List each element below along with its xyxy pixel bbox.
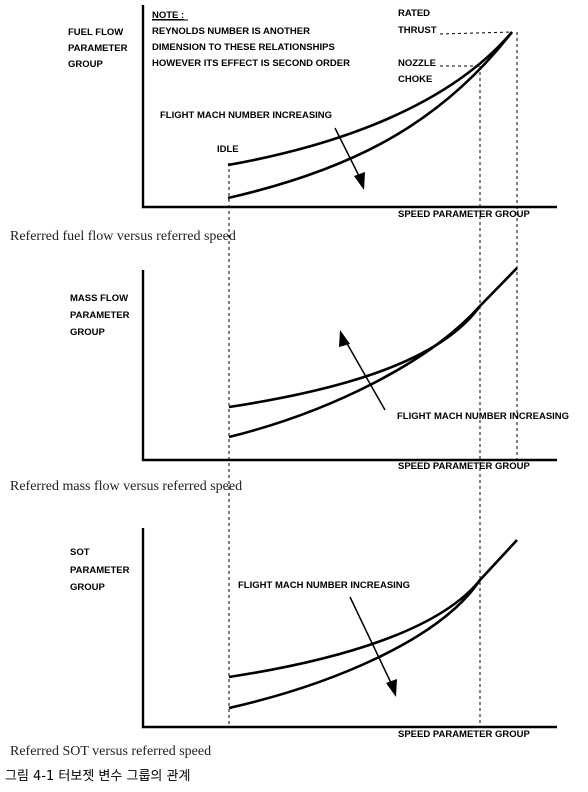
mach-increasing-arrow	[344, 339, 386, 411]
mach-increasing-label: FLIGHT MACH NUMBER INCREASING	[397, 411, 569, 422]
rated-thrust-leader	[439, 31, 513, 35]
note-line-2: DIMENSION TO THESE RELATIONSHIPS	[152, 42, 335, 53]
curve-high-mach	[228, 305, 481, 439]
y-axis-label-line-1: FUEL FLOW	[68, 27, 123, 38]
curve-low-mach	[227, 31, 513, 167]
curve-low-mach	[228, 267, 518, 409]
panel-sot: SOT PARAMETER GROUP FLIGHT MACH NUMBER I…	[10, 528, 557, 759]
note-line-1: REYNOLDS NUMBER IS ANOTHER	[152, 26, 310, 37]
panel-caption: Referred mass flow versus referred speed	[10, 479, 242, 494]
y-axis-label-line-1: SOT	[70, 547, 90, 558]
mach-increasing-arrow	[334, 127, 361, 179]
mach-arrowhead	[339, 330, 350, 347]
y-axis-label-line-2: PARAMETER	[70, 565, 130, 576]
guide-lines	[228, 32, 518, 727]
mach-increasing-arrow	[349, 596, 393, 686]
mach-arrowhead	[386, 679, 397, 697]
note-line-3: HOWEVER ITS EFFECT IS SECOND ORDER	[152, 58, 350, 69]
y-axis-label-line-3: GROUP	[70, 582, 106, 593]
x-axis-label: SPEED PARAMETER GROUP	[398, 729, 530, 740]
mach-increasing-label: FLIGHT MACH NUMBER INCREASING	[160, 110, 332, 121]
curve-low-mach	[228, 539, 518, 679]
x-axis-label: SPEED PARAMETER GROUP	[398, 461, 530, 472]
mach-increasing-label: FLIGHT MACH NUMBER INCREASING	[238, 580, 410, 591]
nozzle-choke-label-line-2: CHOKE	[398, 74, 432, 85]
panel-caption: Referred SOT versus referred speed	[10, 744, 211, 759]
note-title: NOTE :	[152, 10, 184, 21]
y-axis-label-line-2: PARAMETER	[68, 43, 128, 54]
panel-fuel-flow: FUEL FLOW PARAMETER GROUP NOTE : REYNOLD…	[10, 5, 557, 244]
x-axis-label: SPEED PARAMETER GROUP	[398, 209, 530, 220]
idle-label: IDLE	[217, 144, 239, 155]
y-axis-label-line-3: GROUP	[70, 327, 106, 338]
nozzle-choke-label-line-1: NOZZLE	[398, 58, 436, 69]
mach-arrowhead	[354, 172, 365, 190]
curve-high-mach	[228, 579, 482, 710]
y-axis-label-line-1: MASS FLOW	[70, 293, 128, 304]
panel-caption: Referred fuel flow versus referred speed	[10, 229, 236, 244]
rated-thrust-label-line-1: RATED	[398, 8, 430, 19]
axes	[141, 5, 557, 209]
curve-high-mach	[227, 31, 514, 200]
figure-caption: 그림 4-1 터보젯 변수 그룹의 관계	[5, 769, 190, 784]
axes	[141, 528, 557, 729]
panel-mass-flow: MASS FLOW PARAMETER GROUP FLIGHT MACH NU…	[10, 267, 569, 494]
axes	[141, 270, 557, 462]
y-axis-label-line-2: PARAMETER	[70, 310, 130, 321]
rated-thrust-label-line-2: THRUST	[398, 25, 437, 36]
y-axis-label-line-3: GROUP	[68, 59, 104, 70]
